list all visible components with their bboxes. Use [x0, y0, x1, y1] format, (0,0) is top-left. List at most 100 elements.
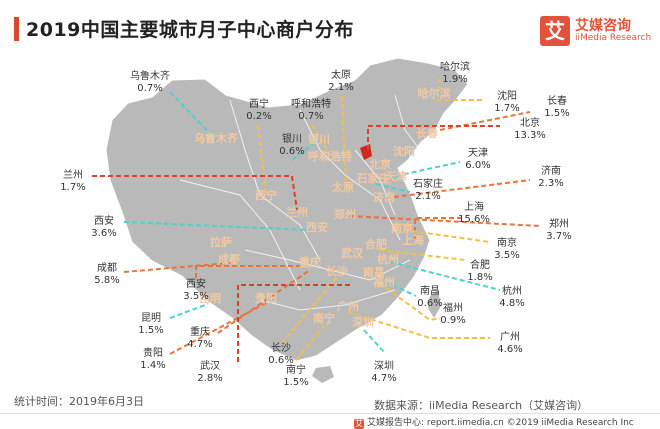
- callout-value-17: 5.8%: [94, 275, 119, 286]
- callout-value-10: 1.7%: [60, 182, 85, 193]
- page-title: 2019中国主要城市月子中心商户分布: [26, 19, 354, 41]
- callout-value-11: 2.3%: [538, 178, 563, 189]
- callout-value-28: 2.8%: [197, 373, 222, 384]
- connector-line-28: [237, 284, 353, 362]
- callout-value-3: 0.2%: [246, 111, 271, 122]
- callout-city-27: 长沙: [271, 342, 291, 354]
- callout-value-25: 4.6%: [497, 344, 522, 355]
- map-label-3: 沈阳: [393, 144, 415, 158]
- callout-value-21: 0.6%: [417, 298, 442, 309]
- callout-value-2: 1.9%: [442, 74, 467, 85]
- map-label-6: 北京: [369, 157, 391, 171]
- map-label-25: 贵阳: [255, 291, 277, 305]
- callout-city-28: 武汉: [200, 359, 220, 372]
- connector-line-3: [257, 124, 267, 196]
- callout-city-16: 南京: [497, 236, 517, 249]
- map-label-27: 昆明: [199, 292, 221, 305]
- map-label-0: 乌鲁木齐: [194, 131, 239, 145]
- map-label-15: 拉萨: [210, 235, 232, 249]
- map-label-17: 合肥: [365, 237, 387, 251]
- report-center-icon: 艾: [354, 419, 364, 429]
- callout-value-14: 3.6%: [91, 228, 116, 239]
- callout-city-18: 合肥: [470, 258, 490, 271]
- taiwan-island: [428, 290, 441, 318]
- callout-value-18: 1.8%: [467, 272, 492, 283]
- city-callouts: 乌鲁木齐0.7%太原2.1%哈尔滨1.9%西宁0.2%呼和浩特0.7%沈阳1.7…: [60, 60, 571, 388]
- map-label-4: 呼和浩特: [308, 149, 352, 163]
- callout-city-30: 南宁: [286, 363, 306, 376]
- callout-city-7: 北京: [520, 116, 540, 129]
- callout-city-14: 西安: [94, 214, 114, 227]
- logo-text-cn: 艾媒咨询: [575, 18, 631, 34]
- callout-value-24: 4.7%: [187, 339, 212, 350]
- callout-value-7: 13.3%: [514, 130, 546, 141]
- callout-city-15: 郑州: [549, 217, 569, 230]
- callout-value-29: 4.7%: [371, 373, 396, 384]
- callout-city-2: 哈尔滨: [440, 60, 470, 73]
- map-label-16: 南京: [391, 221, 413, 235]
- map-label-28: 广州: [337, 299, 359, 313]
- callout-city-8: 银川: [282, 132, 302, 145]
- map-label-13: 郑州: [334, 207, 356, 221]
- connector-line-7: [367, 125, 500, 150]
- map-label-20: 武汉: [341, 246, 364, 260]
- connector-lines: [92, 77, 541, 362]
- connector-line-4: [311, 124, 331, 156]
- callout-city-29: 深圳: [374, 360, 394, 372]
- map-label-2: 长春: [416, 126, 439, 140]
- callout-city-3: 西宁: [249, 97, 269, 110]
- callout-city-23: 福州: [443, 301, 463, 314]
- title-accent-bar: [14, 17, 19, 41]
- callout-city-21: 南昌: [420, 284, 440, 297]
- map-label-22: 杭州: [377, 252, 399, 266]
- callout-value-13: 15.6%: [458, 214, 490, 225]
- callout-city-19: 西安: [186, 277, 206, 290]
- connector-line-22: [169, 303, 209, 319]
- callout-value-0: 0.7%: [137, 83, 162, 94]
- callout-value-15: 3.7%: [546, 231, 571, 242]
- callout-city-25: 广州: [500, 331, 520, 343]
- callout-city-6: 长春: [547, 95, 567, 107]
- callout-city-5: 沈阳: [497, 89, 517, 102]
- report-center-text: 艾媒报告中心: report.iimedia.cn ©2019 iiMedia …: [367, 418, 634, 428]
- province-borders: [179, 94, 421, 311]
- map-label-18: 上海: [402, 233, 424, 247]
- connector-line-12: [375, 183, 411, 193]
- callout-value-12: 2.1%: [415, 191, 440, 202]
- connector-line-27: [281, 275, 339, 344]
- callout-city-11: 济南: [541, 164, 561, 177]
- map-label-1: 哈尔滨: [418, 86, 451, 100]
- map-label-29: 南宁: [313, 311, 335, 325]
- connector-line-11: [385, 179, 531, 199]
- callout-value-19: 3.5%: [183, 291, 208, 302]
- map-label-7: 石家庄: [356, 171, 390, 185]
- map-label-14: 西安: [306, 220, 328, 234]
- callout-value-9: 6.0%: [465, 160, 490, 171]
- map-label-5: 银川: [308, 132, 330, 146]
- connector-line-9: [395, 161, 461, 177]
- connector-line-6: [439, 111, 531, 131]
- callout-city-10: 兰州: [63, 168, 83, 181]
- callout-value-5: 1.7%: [494, 103, 519, 114]
- iimedia-logo: 艾: [540, 16, 570, 46]
- callout-value-16: 3.5%: [494, 250, 519, 261]
- connector-line-26: [169, 301, 269, 355]
- callout-city-9: 天津: [468, 147, 488, 159]
- connector-line-21: [377, 277, 417, 297]
- callout-value-1: 2.1%: [328, 82, 353, 93]
- connector-line-30: [295, 325, 325, 361]
- logo-text-en: iiMedia Research: [575, 33, 652, 43]
- callout-city-20: 杭州: [502, 284, 522, 297]
- connector-line-2: [437, 77, 441, 93]
- callout-value-23: 0.9%: [440, 315, 465, 326]
- connector-line-25: [347, 311, 490, 339]
- callout-value-6: 1.5%: [544, 108, 569, 119]
- footer-divider: [0, 413, 660, 414]
- connector-line-18: [379, 249, 466, 261]
- map-label-8: 太原: [331, 180, 354, 194]
- callout-city-1: 太原: [331, 68, 351, 81]
- callout-value-30: 1.5%: [283, 377, 308, 388]
- connector-line-20: [389, 261, 501, 291]
- china-map-shape: [105, 57, 469, 362]
